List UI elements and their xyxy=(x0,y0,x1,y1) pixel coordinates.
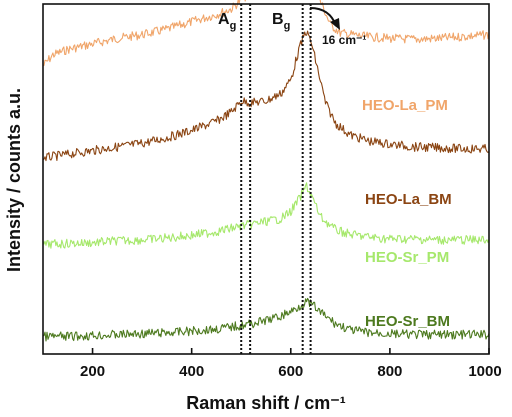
x-tick-label: 800 xyxy=(377,363,402,380)
x-tick-label: 400 xyxy=(179,363,204,380)
x-tick-label: 600 xyxy=(278,363,303,380)
series-label-la-pm: HEO-La_PM xyxy=(362,97,448,114)
series-label-la-bm: HEO-La_BM xyxy=(365,191,452,208)
shift-label: 16 cm⁻¹ xyxy=(322,33,366,47)
bg-label-sub: g xyxy=(284,20,291,32)
ag-label: Ag xyxy=(218,11,236,32)
ag-label-sub: g xyxy=(230,20,237,32)
plot-frame xyxy=(42,3,490,355)
series-line-heo-sr-pm xyxy=(42,182,490,249)
shift-arrowhead xyxy=(330,18,340,30)
series-line-heo-sr-bm xyxy=(42,297,490,342)
x-tick-label: 200 xyxy=(80,363,105,380)
plot-area xyxy=(42,0,490,354)
series-label-sr-bm: HEO-Sr_BM xyxy=(365,313,450,330)
x-tick-label: 1000 xyxy=(468,363,501,380)
series-line-heo-la-pm xyxy=(42,0,490,67)
x-axis-label: Raman shift / cm⁻¹ xyxy=(186,393,346,413)
bg-label-main: B xyxy=(272,11,284,28)
ag-label-main: A xyxy=(218,11,230,28)
x-axis: 200 400 600 800 1000 xyxy=(80,348,502,380)
bg-label: Bg xyxy=(272,11,290,32)
y-axis-label: Intensity / counts a.u. xyxy=(4,88,24,272)
series-line-heo-la-bm xyxy=(42,30,490,162)
series-label-sr-pm: HEO-Sr_PM xyxy=(365,249,449,266)
